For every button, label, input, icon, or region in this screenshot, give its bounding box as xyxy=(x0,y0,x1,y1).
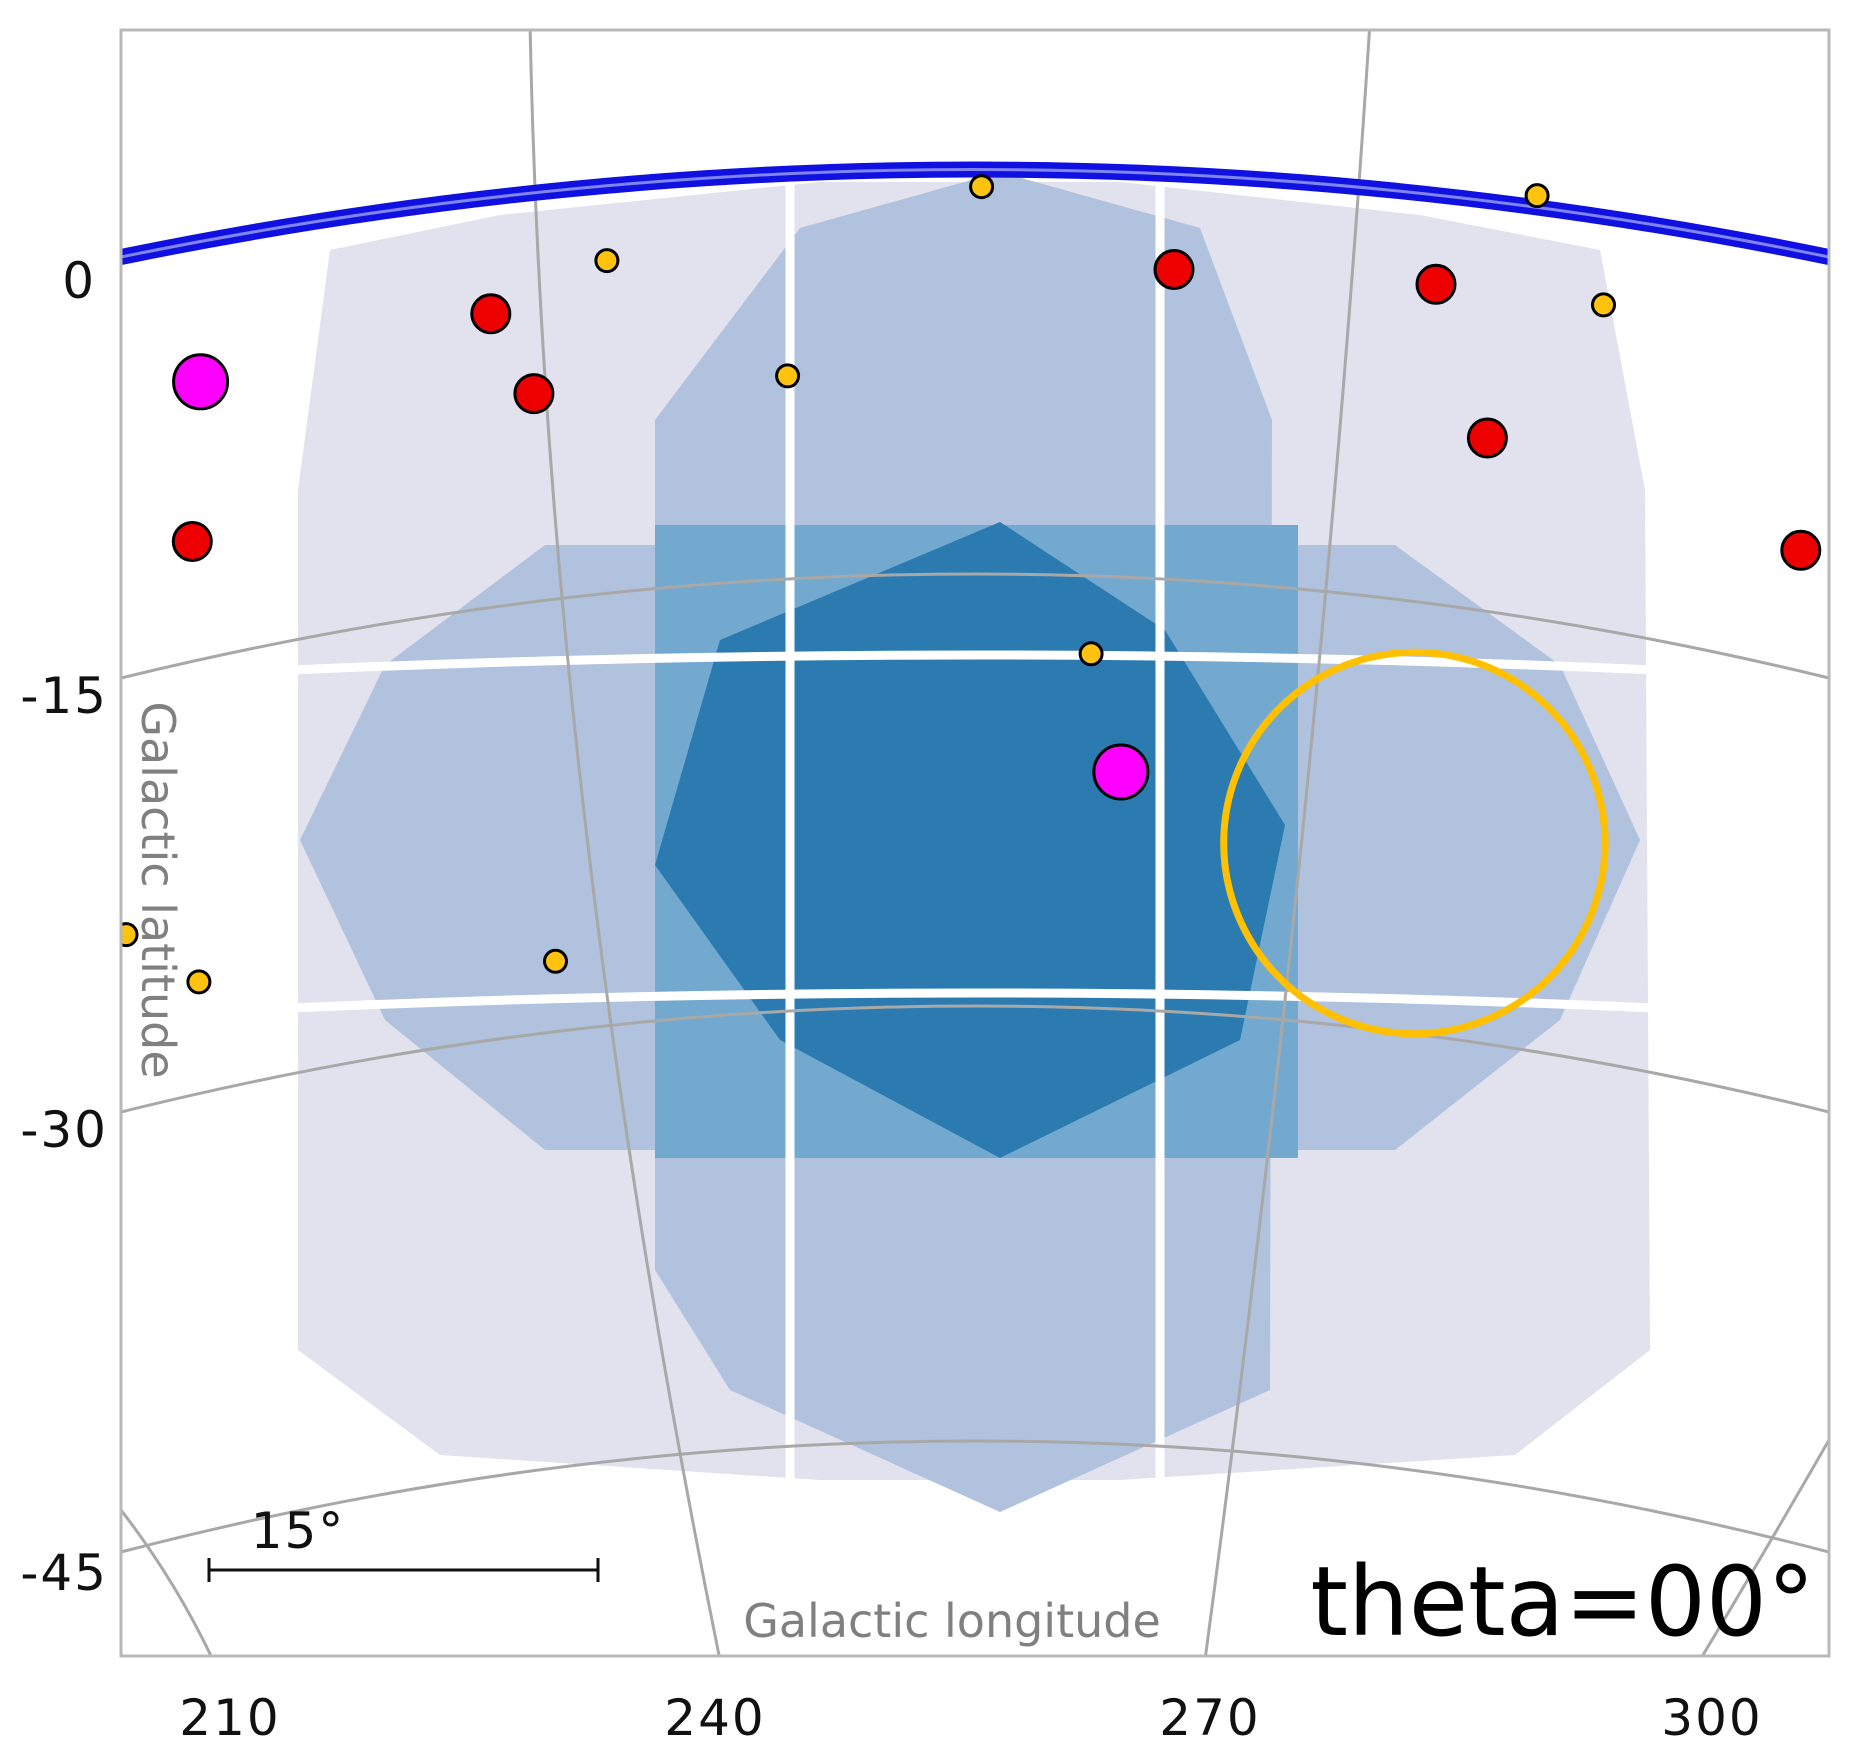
data-point-medium xyxy=(171,521,213,562)
data-point-medium xyxy=(470,293,512,335)
data-point-small xyxy=(1246,0,1268,3)
y-tick-label: -30 xyxy=(20,1101,108,1159)
data-point-small xyxy=(121,922,139,948)
data-point-medium xyxy=(1415,263,1457,305)
data-point-medium xyxy=(513,373,555,415)
y-axis-title: Galactic latitude xyxy=(131,701,185,1078)
y-tick-label: -15 xyxy=(20,667,108,725)
plot-frame xyxy=(119,28,1831,1658)
data-point-small xyxy=(543,948,568,974)
highlight-circle xyxy=(1220,648,1609,1038)
x-tick-label: 210 xyxy=(179,1689,280,1747)
theta-annotation: theta=00° xyxy=(1310,1546,1815,1658)
x-tick-label: 300 xyxy=(1661,1689,1762,1747)
x-tick-label: 270 xyxy=(1159,1689,1260,1747)
scale-bar-label: 15° xyxy=(251,1502,346,1560)
data-point-medium xyxy=(1466,417,1508,459)
data-point-large xyxy=(172,353,230,411)
x-tick-label: 240 xyxy=(664,1689,765,1747)
data-point-small xyxy=(1078,641,1104,667)
field-gaps xyxy=(291,175,1656,1520)
data-point-medium xyxy=(1780,529,1822,571)
x-tick-labels: 210 240 270 300 xyxy=(179,1689,1762,1747)
y-tick-labels: 0 -15 -30 -45 xyxy=(20,252,108,1602)
data-point-small xyxy=(969,174,995,200)
data-point-medium xyxy=(1153,249,1195,290)
data-point-small xyxy=(186,969,212,995)
coverage-dark xyxy=(655,522,1285,1158)
data-point-small xyxy=(1524,183,1550,209)
graticule xyxy=(121,30,1829,1656)
data-points xyxy=(121,0,1822,995)
x-axis-title: Galactic longitude xyxy=(743,1594,1161,1648)
y-tick-label: 0 xyxy=(62,252,96,310)
scale-bar: 15° xyxy=(207,1502,600,1582)
galactic-plane-highlight xyxy=(121,168,1829,259)
data-point-small xyxy=(775,363,801,389)
plot-area xyxy=(121,0,1829,1656)
data-point-large xyxy=(1092,743,1150,801)
data-point-small xyxy=(1591,292,1616,318)
data-point-small xyxy=(594,248,620,274)
y-tick-label: -45 xyxy=(20,1544,108,1602)
